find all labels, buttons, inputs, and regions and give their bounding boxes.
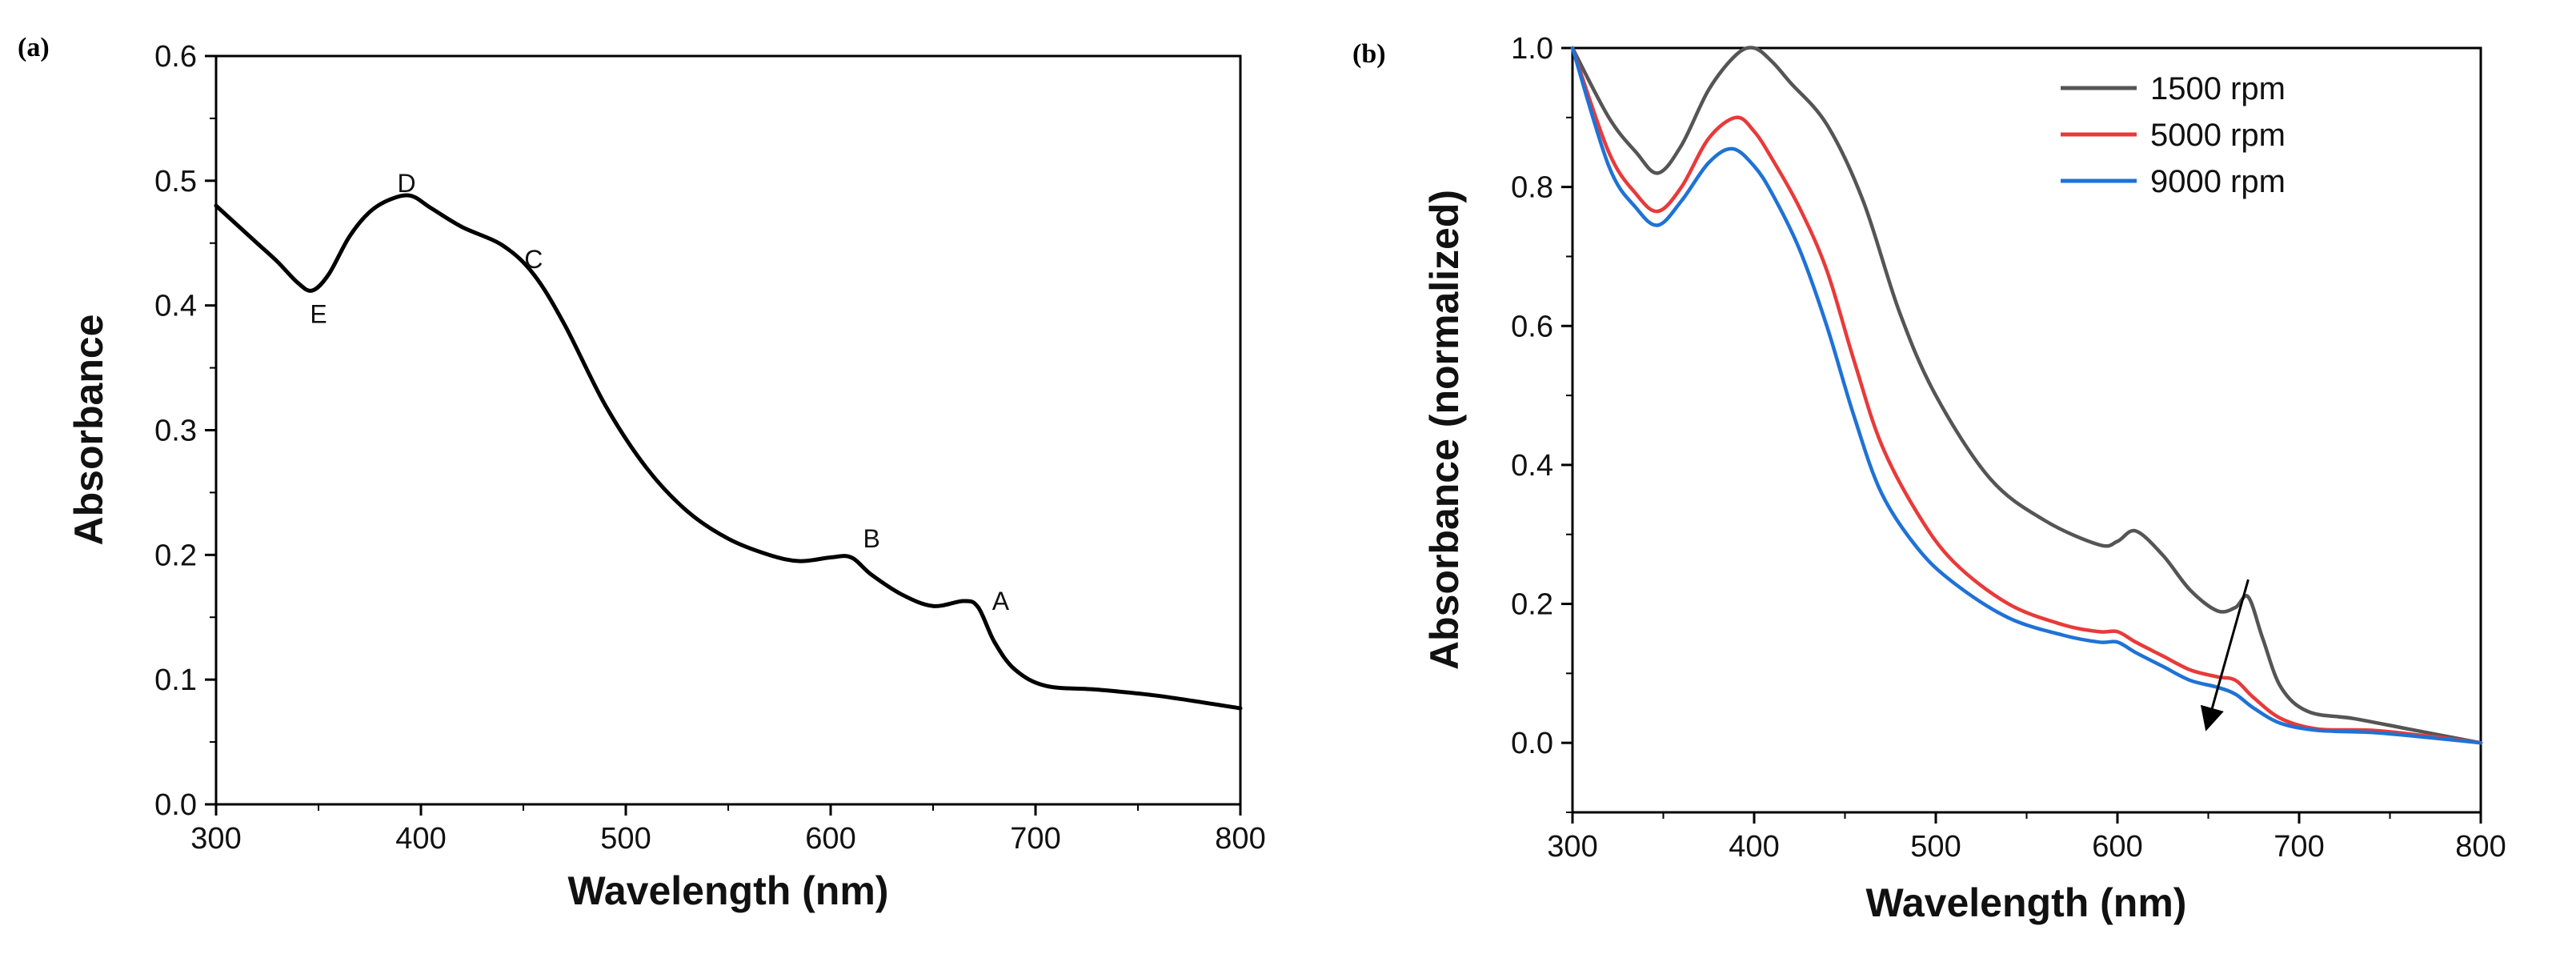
x-tick-label-a: 800 (1215, 822, 1265, 856)
y-tick-label-a: 0.1 (154, 663, 197, 697)
y-tick-label-a: 0.4 (154, 290, 197, 323)
x-axis-title-b: Wavelength (nm) (1866, 880, 2187, 925)
x-tick-label-a: 500 (600, 822, 651, 856)
legend-label-1500-rpm: 1500 rpm (2150, 71, 2286, 106)
x-tick-label-a: 700 (1010, 822, 1060, 856)
x-tick-label-b: 800 (2455, 830, 2506, 864)
series-line-9000-rpm (1570, 46, 2483, 745)
y-tick-label-a: 0.0 (154, 788, 197, 822)
panel-label-b: (b) (1352, 39, 1386, 69)
trend-arrow (2200, 579, 2249, 732)
series-group-a (214, 193, 1243, 711)
peak-label-B: B (863, 524, 880, 553)
tick-group-a: 300 400 500 600 700 800 0.0 0.1 0.2 0.3 0.4 0.5 0.6 (154, 40, 1266, 856)
y-tick-label-b: 0.8 (1511, 171, 1553, 205)
x-tick-label-a: 300 (190, 822, 241, 856)
legend: 1500 rpm 5000 rpm 9000 rpm (2061, 71, 2286, 199)
y-tick-label-b: 0.6 (1511, 310, 1553, 343)
y-tick-label-a: 0.6 (154, 40, 197, 74)
x-tick-label-b: 500 (1910, 830, 1961, 864)
legend-label-9000-rpm: 9000 rpm (2150, 164, 2286, 199)
y-tick-label-b: 0.2 (1511, 588, 1553, 622)
tick-group-b: 300 400 500 600 700 800 0.0 0.2 0.4 0.6 0.8 1.0 (1511, 32, 2506, 864)
y-tick-label-b: 0.4 (1511, 449, 1553, 483)
plot-frame-a (214, 54, 1242, 806)
peak-label-A: A (992, 587, 1010, 615)
x-tick-label-b: 400 (1729, 830, 1779, 864)
x-tick-label-b: 700 (2274, 830, 2324, 864)
trend-arrow-line (2200, 579, 2249, 732)
series-group-b (1570, 46, 2483, 745)
y-axis-title-a: Absorbance (66, 315, 111, 546)
y-tick-label-b: 1.0 (1511, 32, 1553, 66)
series-line-absorbance (214, 193, 1243, 711)
peak-label-D: D (398, 169, 416, 198)
x-tick-label-b: 300 (1547, 830, 1597, 864)
y-axis-title-b: Absorbance (normalized) (1422, 190, 1467, 670)
peak-label-C: C (524, 245, 543, 274)
y-tick-label-a: 0.2 (154, 539, 197, 572)
y-tick-label-a: 0.5 (154, 165, 197, 198)
legend-label-5000-rpm: 5000 rpm (2150, 118, 2286, 153)
peak-label-E: E (310, 300, 327, 329)
x-axis-title-a: Wavelength (nm) (568, 868, 889, 913)
x-tick-label-a: 600 (805, 822, 855, 856)
y-tick-label-a: 0.3 (154, 415, 197, 448)
annotation-group-a: A B C D E (310, 169, 1009, 615)
chart-panel-a: (a) 300 400 500 600 700 800 0.0 0.1 0.2 0.3 0.4 0.5… (18, 33, 1266, 913)
series-line-1500-rpm (1570, 46, 2483, 745)
chart-panel-b: (b) 300 400 500 600 700 800 0.0 0.2 0.4 0.6 0.8 1.0… (1352, 32, 2506, 925)
x-tick-label-b: 600 (2092, 830, 2142, 864)
series-line-5000-rpm (1570, 46, 2483, 745)
x-tick-label-a: 400 (395, 822, 446, 856)
panel-label-a: (a) (18, 33, 50, 62)
y-tick-label-b: 0.0 (1511, 727, 1553, 760)
